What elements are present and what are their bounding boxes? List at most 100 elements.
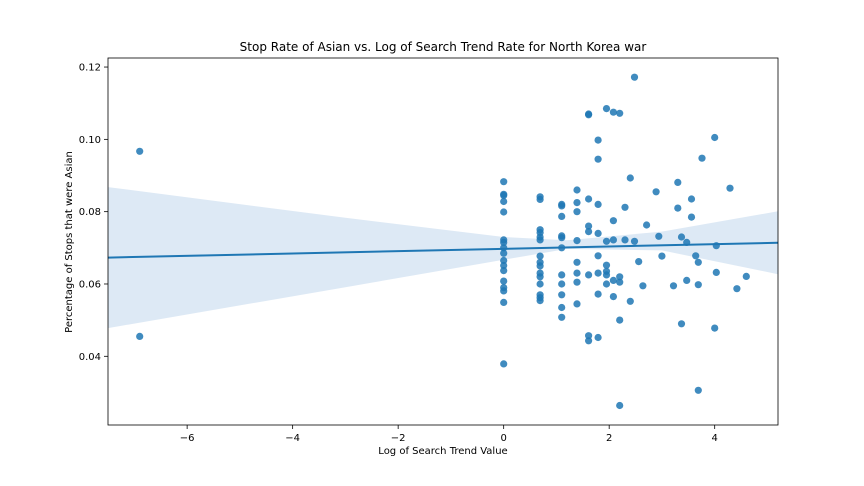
scatter-point — [500, 256, 508, 265]
scatter-point — [674, 204, 682, 212]
scatter-point — [573, 199, 581, 207]
scatter-point — [609, 108, 618, 116]
scatter-point — [616, 109, 624, 117]
scatter-point — [594, 333, 602, 342]
scatter-point — [616, 273, 624, 281]
scatter-point — [643, 221, 651, 229]
scatter-point — [536, 195, 544, 203]
scatter-point — [536, 252, 544, 260]
scatter-point — [536, 236, 544, 244]
scatter-point — [594, 136, 602, 144]
scatter-point — [742, 272, 750, 280]
scatter-point — [558, 280, 566, 288]
scatter-point — [585, 195, 593, 203]
scatter-point — [500, 360, 508, 368]
scatter-point — [621, 203, 629, 211]
scatter-point — [626, 174, 634, 182]
scatter-point — [536, 280, 544, 288]
scatter-point — [626, 297, 634, 305]
scatter-point — [594, 269, 602, 277]
scatter-point — [536, 297, 544, 305]
scatter-point — [609, 236, 618, 244]
scatter-point — [694, 281, 702, 289]
scatter-point — [500, 267, 508, 275]
scatter-point — [652, 188, 660, 196]
scatter-point — [500, 298, 508, 306]
scatter-point — [726, 184, 734, 192]
scatter-point — [609, 293, 618, 301]
scatter-point — [558, 212, 566, 220]
regression-line — [107, 241, 779, 259]
scatter-point — [677, 320, 686, 328]
chart-title: Stop Rate of Asian vs. Log of Search Tre… — [240, 40, 647, 54]
scatter-point — [602, 280, 611, 288]
y-tick-label: 0.12 — [79, 63, 101, 74]
scatter-point — [136, 147, 144, 155]
x-tick-label: −2 — [391, 433, 406, 444]
scatter-point — [585, 271, 593, 279]
scatter-point — [585, 228, 593, 236]
scatter-point — [594, 252, 602, 260]
scatter-point — [500, 261, 508, 270]
scatter-point — [536, 273, 544, 281]
scatter-point — [712, 268, 720, 276]
scatter-point — [585, 111, 593, 119]
x-tick-label: 0 — [500, 433, 506, 444]
scatter-point — [573, 278, 581, 286]
scatter-point — [585, 337, 593, 345]
scatter-point — [558, 202, 566, 210]
scatter-point — [602, 237, 611, 245]
scatter-point — [573, 300, 581, 308]
scatter-point — [573, 208, 581, 216]
scatter-point — [136, 332, 144, 340]
scatter-point — [609, 276, 618, 284]
scatter-point — [602, 261, 611, 269]
scatter-point — [500, 178, 508, 186]
scatter-point — [573, 186, 581, 194]
scatter-point — [621, 236, 629, 244]
scatter-point — [594, 229, 602, 237]
scatter-point — [677, 233, 686, 241]
scatter-point — [687, 195, 696, 203]
scatter-point — [558, 234, 566, 242]
x-tick-label: 4 — [712, 433, 718, 444]
plot-frame — [107, 57, 779, 426]
x-axis: −6 −4 −2 0 2 4 — [180, 425, 718, 444]
scatter-point — [585, 222, 593, 230]
y-axis: 0.04 0.06 0.08 0.10 0.12 — [79, 63, 108, 363]
scatter-point — [616, 278, 624, 286]
scatter-point — [630, 73, 639, 81]
scatter-point — [711, 133, 719, 142]
scatter-point — [558, 303, 566, 312]
scatter-point — [692, 252, 700, 260]
scatter-point — [602, 105, 611, 113]
scatter-point — [602, 271, 611, 279]
scatter-point — [558, 271, 566, 279]
scatter-point — [658, 252, 666, 260]
scatter-point — [711, 324, 719, 332]
scatter-point — [536, 262, 544, 270]
scatter-point — [594, 155, 602, 163]
y-tick-label: 0.08 — [79, 207, 101, 218]
x-tick-label: 2 — [606, 433, 612, 444]
x-tick-label: −4 — [285, 433, 300, 444]
scatter-point — [694, 386, 702, 394]
scatter-points — [136, 73, 750, 410]
scatter-point — [687, 213, 696, 221]
scatter-point — [500, 197, 508, 206]
scatter-point — [635, 258, 643, 266]
scatter-point — [573, 237, 581, 245]
scatter-point — [609, 217, 618, 225]
confidence-band — [108, 187, 778, 329]
y-tick-label: 0.10 — [79, 135, 101, 146]
scatter-point — [500, 249, 508, 257]
y-tick-label: 0.06 — [79, 279, 101, 290]
scatter-point — [669, 282, 678, 290]
scatter-point — [594, 290, 602, 298]
scatter-point — [500, 208, 508, 216]
scatter-point — [500, 238, 508, 246]
scatter-point — [733, 285, 741, 293]
scatter-point — [674, 178, 682, 186]
scatter-point — [630, 237, 639, 245]
